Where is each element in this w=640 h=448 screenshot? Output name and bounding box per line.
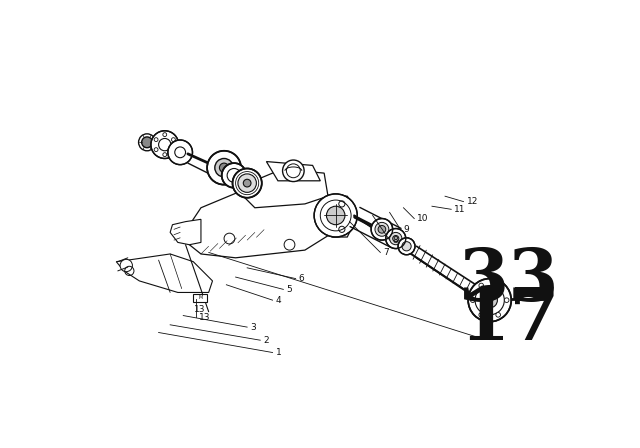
Circle shape	[172, 148, 175, 151]
Circle shape	[220, 163, 228, 172]
Circle shape	[470, 298, 475, 302]
Text: M: M	[198, 295, 202, 300]
Circle shape	[221, 163, 246, 188]
Text: 3: 3	[250, 323, 256, 332]
Circle shape	[402, 241, 411, 251]
Text: 5: 5	[287, 285, 292, 294]
Polygon shape	[170, 220, 201, 245]
Text: 8: 8	[393, 236, 399, 245]
Circle shape	[496, 313, 500, 317]
Text: 10: 10	[417, 214, 429, 223]
Circle shape	[386, 228, 406, 249]
Polygon shape	[266, 162, 320, 181]
Text: 17: 17	[459, 284, 559, 355]
Circle shape	[375, 222, 389, 236]
Polygon shape	[328, 196, 355, 237]
Circle shape	[482, 293, 497, 308]
Circle shape	[326, 206, 345, 225]
Circle shape	[504, 298, 509, 302]
Circle shape	[141, 137, 152, 148]
Circle shape	[283, 160, 304, 181]
Text: 7: 7	[383, 248, 389, 257]
Circle shape	[154, 148, 158, 151]
Circle shape	[479, 313, 484, 317]
Circle shape	[243, 179, 251, 187]
Text: 4: 4	[276, 296, 281, 305]
Text: 11: 11	[454, 205, 466, 214]
Circle shape	[398, 238, 415, 255]
Circle shape	[120, 259, 132, 271]
Circle shape	[154, 138, 158, 142]
Circle shape	[468, 279, 511, 322]
Circle shape	[486, 297, 493, 303]
Circle shape	[314, 194, 357, 237]
Circle shape	[232, 168, 262, 198]
Circle shape	[371, 219, 393, 240]
Circle shape	[163, 153, 166, 156]
Polygon shape	[186, 189, 344, 258]
Text: 6: 6	[299, 274, 305, 283]
Circle shape	[496, 283, 500, 288]
Polygon shape	[116, 254, 212, 293]
Text: 12: 12	[467, 197, 478, 206]
Circle shape	[172, 138, 175, 142]
Text: 1: 1	[276, 348, 282, 357]
Text: 13: 13	[195, 305, 206, 314]
Circle shape	[207, 151, 241, 185]
Circle shape	[151, 131, 179, 159]
Circle shape	[479, 283, 484, 288]
Circle shape	[168, 140, 193, 165]
Text: 33: 33	[459, 246, 559, 316]
Circle shape	[238, 174, 257, 192]
Text: 2: 2	[263, 336, 269, 345]
Polygon shape	[236, 169, 328, 208]
Circle shape	[393, 236, 399, 241]
Bar	[193, 294, 207, 302]
Circle shape	[215, 159, 234, 177]
Text: 9: 9	[403, 225, 409, 234]
Circle shape	[390, 233, 402, 245]
Circle shape	[163, 133, 166, 137]
Text: 13: 13	[198, 313, 210, 322]
Circle shape	[378, 225, 386, 233]
